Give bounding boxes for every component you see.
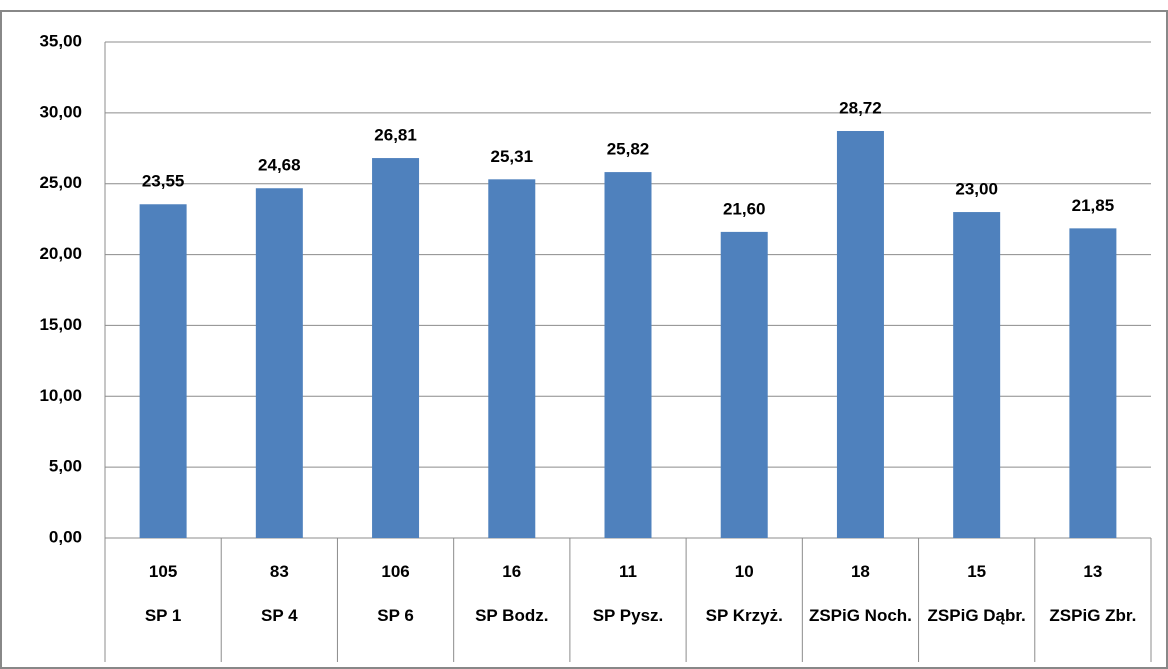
bar: [372, 158, 420, 538]
category-count: 11: [618, 562, 637, 581]
category-label: SP 4: [261, 606, 298, 625]
category-label: ZSPiG Noch.: [808, 606, 912, 625]
category-label: SP Pysz.: [592, 606, 664, 625]
category-label: SP Krzyż.: [705, 606, 783, 625]
bar: [488, 179, 536, 538]
bar: [139, 204, 187, 538]
y-tick-label: 30,00: [39, 102, 82, 121]
category-label: SP 6: [377, 606, 414, 625]
data-label: 21,60: [723, 199, 766, 218]
category-count: 18: [850, 562, 870, 581]
category-count: 16: [502, 562, 522, 581]
data-label: 23,00: [955, 180, 998, 199]
bar: [720, 231, 768, 538]
category-label: ZSPiG Zbr.: [1049, 606, 1137, 625]
data-label: 25,31: [491, 147, 534, 166]
category-label: ZSPiG Dąbr.: [927, 606, 1026, 625]
category-count: 10: [734, 562, 754, 581]
y-tick-label: 15,00: [39, 315, 82, 334]
category-label: SP 1: [144, 606, 182, 625]
y-tick-label: 0,00: [49, 527, 82, 546]
chart-frame: [0, 10, 1168, 669]
data-label: 26,81: [374, 126, 417, 145]
bar: [1069, 228, 1117, 538]
data-label: 25,82: [607, 140, 650, 159]
bar: [255, 188, 303, 538]
y-tick-label: 5,00: [49, 457, 82, 476]
data-label: 28,72: [839, 98, 882, 117]
category-count: 106: [381, 562, 410, 581]
bar: [953, 212, 1001, 539]
data-label: 21,85: [1072, 196, 1115, 215]
data-label: 23,55: [142, 172, 185, 191]
y-tick-label: 10,00: [39, 386, 82, 405]
y-tick-label: 25,00: [39, 173, 82, 192]
bar: [836, 130, 884, 538]
category-count: 15: [967, 562, 987, 581]
y-tick-label: 20,00: [39, 244, 82, 263]
data-label: 24,68: [258, 156, 301, 175]
category-count: 83: [269, 562, 289, 581]
category-count: 105: [148, 562, 178, 581]
category-count: 13: [1083, 562, 1103, 581]
y-tick-label: 35,00: [39, 31, 82, 50]
category-label: SP Bodz.: [475, 606, 549, 625]
bar: [604, 172, 652, 538]
